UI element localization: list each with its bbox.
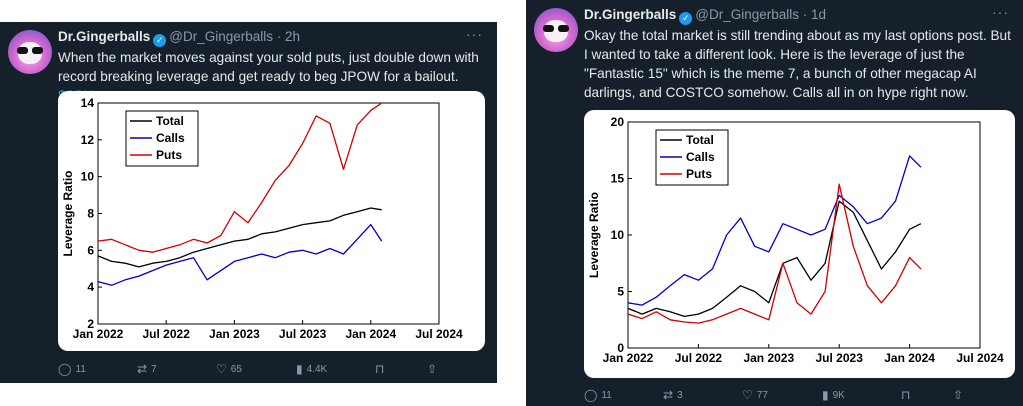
bookmark-button[interactable]: ⊓ — [901, 388, 914, 402]
retweet-button[interactable]: ⇄ 3 — [663, 388, 683, 402]
tweet-time[interactable]: 1d — [811, 7, 827, 22]
avatar[interactable] — [8, 30, 52, 74]
x-tick-label: Jul 2023 — [279, 327, 327, 341]
legend-label-calls: Calls — [686, 150, 715, 164]
author-name[interactable]: Dr.Gingerballs — [584, 7, 677, 22]
like-button[interactable]: ♡ 77 — [742, 388, 768, 402]
tweet-header: Dr.Gingerballs ✓ @Dr_Gingerballs · 1d — [584, 7, 826, 25]
y-tick-label: 8 — [87, 207, 94, 221]
bookmark-icon: ⊓ — [901, 388, 911, 402]
x-tick-label: Jan 2024 — [884, 351, 935, 365]
tweet-text-body: When the market moves against your sold … — [58, 50, 479, 84]
legend-label-puts: Puts — [156, 148, 182, 162]
more-options-icon[interactable]: ··· — [992, 4, 1009, 20]
y-tick-label: 4 — [87, 280, 94, 294]
reply-count: 11 — [601, 389, 612, 401]
y-axis-label: Leverage Ratio — [587, 192, 601, 278]
tweet-media-chart[interactable]: 2 4 6 8 10 12 14 Jan 2022 Jul 2022 Jan 2023 Jul 20… — [58, 91, 485, 351]
author-handle[interactable]: @Dr_Gingerballs — [169, 29, 274, 44]
tweet-2[interactable]: Dr.Gingerballs ✓ @Dr_Gingerballs · 1d ··· … — [526, 0, 1023, 406]
views-count: 4.4K — [306, 363, 328, 375]
views-button[interactable]: ▮ 4.4K — [296, 362, 327, 376]
share-icon: ⇧ — [953, 388, 964, 402]
like-button[interactable]: ♡ 65 — [216, 362, 242, 376]
leverage-chart: 2 4 6 8 10 12 14 Jan 2022 Jul 2022 Jan 2023 Jul 20… — [61, 96, 463, 341]
dot-separator: · — [273, 29, 286, 44]
like-count: 65 — [230, 363, 242, 375]
reply-button[interactable]: ◯ 11 — [58, 362, 86, 376]
heart-icon: ♡ — [216, 362, 227, 376]
series-line-puts — [627, 183, 922, 324]
y-tick-label: 2 — [87, 317, 94, 331]
tweet-time[interactable]: 2h — [285, 29, 301, 44]
y-tick-label: 0 — [617, 341, 624, 355]
views-chart-icon: ▮ — [296, 362, 303, 376]
sunglasses-icon — [17, 47, 43, 54]
y-tick-label: 14 — [81, 96, 95, 110]
x-tick-label: Jul 2022 — [675, 351, 723, 365]
y-tick-label: 10 — [611, 228, 625, 242]
y-tick-label: 10 — [81, 170, 95, 184]
author-name[interactable]: Dr.Gingerballs — [58, 29, 151, 44]
author-handle[interactable]: @Dr_Gingerballs — [695, 7, 800, 22]
views-count: 9K — [832, 389, 845, 401]
legend-label-total: Total — [156, 114, 184, 128]
x-tick-label: Jan 2023 — [743, 351, 794, 365]
series-line-calls — [97, 223, 383, 286]
sunglasses-icon — [543, 25, 569, 32]
tweet-1[interactable]: Dr.Gingerballs ✓ @Dr_Gingerballs · 2h ··· … — [0, 22, 497, 383]
reply-icon: ◯ — [58, 362, 72, 376]
legend-label-total: Total — [686, 133, 714, 147]
x-tick-label: Jan 2022 — [603, 351, 654, 365]
reply-count: 11 — [75, 363, 86, 375]
series-line-total — [627, 200, 922, 318]
dot-separator: · — [799, 7, 812, 22]
bookmark-button[interactable]: ⊓ — [375, 362, 388, 376]
x-tick-label: Jan 2023 — [209, 327, 260, 341]
retweet-count: 7 — [151, 363, 157, 375]
y-tick-label: 5 — [617, 285, 624, 299]
legend-label-puts: Puts — [686, 167, 712, 181]
x-tick-label: Jul 2023 — [816, 351, 864, 365]
more-options-icon[interactable]: ··· — [466, 26, 483, 42]
y-tick-label: 20 — [611, 115, 625, 129]
legend-label-calls: Calls — [156, 131, 185, 145]
heart-icon: ♡ — [742, 388, 753, 402]
x-tick-label: Jan 2024 — [345, 327, 396, 341]
views-button[interactable]: ▮ 9K — [822, 388, 845, 402]
y-tick-label: 15 — [611, 172, 625, 186]
avatar[interactable] — [534, 8, 578, 52]
retweet-count: 3 — [677, 389, 683, 401]
tweet-media-chart[interactable]: 0 5 10 15 20 Jan 2022 Jul 2022 Jan 2023 Jul 2023… — [584, 110, 1015, 378]
retweet-icon: ⇄ — [137, 362, 148, 376]
x-tick-label: Jul 2024 — [956, 351, 1004, 365]
x-tick-label: Jul 2024 — [415, 327, 463, 341]
share-button[interactable]: ⇧ — [427, 362, 441, 376]
x-tick-label: Jul 2022 — [143, 327, 191, 341]
series-line-total — [97, 207, 382, 268]
bookmark-icon: ⊓ — [375, 362, 385, 376]
x-tick-label: Jan 2022 — [73, 327, 124, 341]
retweet-icon: ⇄ — [663, 388, 674, 402]
share-icon: ⇧ — [427, 362, 438, 376]
legend-box — [125, 110, 199, 167]
retweet-button[interactable]: ⇄ 7 — [137, 362, 157, 376]
reply-button[interactable]: ◯ 11 — [584, 388, 612, 402]
views-chart-icon: ▮ — [822, 388, 829, 402]
leverage-chart: 0 5 10 15 20 Jan 2022 Jul 2022 Jan 2023 Jul 2023… — [587, 115, 1004, 365]
like-count: 77 — [756, 389, 768, 401]
y-axis-label: Leverage Ratio — [61, 170, 75, 256]
y-tick-label: 6 — [87, 243, 94, 257]
y-tick-label: 12 — [81, 133, 95, 147]
reply-icon: ◯ — [584, 388, 598, 402]
series-line-puts — [97, 102, 383, 253]
verified-badge-icon: ✓ — [153, 34, 167, 47]
series-line-calls — [627, 155, 922, 306]
tweet-text: Okay the total market is still trending … — [584, 28, 1011, 100]
tweet-header: Dr.Gingerballs ✓ @Dr_Gingerballs · 2h — [58, 29, 300, 47]
verified-badge-icon: ✓ — [679, 12, 693, 25]
share-button[interactable]: ⇧ — [953, 388, 967, 402]
